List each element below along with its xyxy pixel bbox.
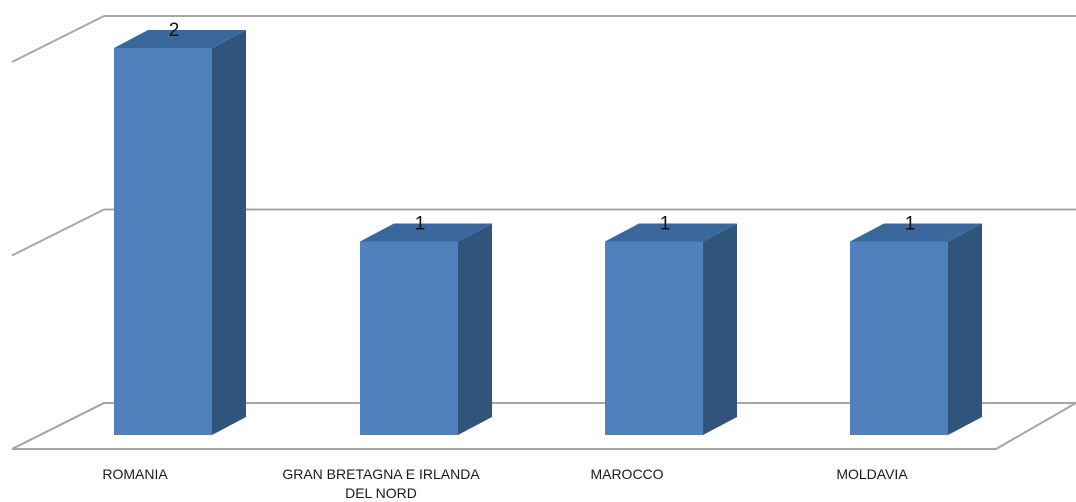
bar-front-1 (360, 241, 458, 435)
data-label-3: 1 (905, 214, 916, 235)
data-label-0: 2 (169, 20, 180, 41)
grid-layer (11, 15, 1076, 450)
data-label-2: 1 (660, 214, 671, 235)
bar-front-3 (850, 241, 948, 435)
gridline-side-1 (11, 208, 105, 257)
bar-top-3 (850, 223, 982, 242)
category-label-0: ROMANIA (102, 466, 168, 482)
bar-side-0 (212, 30, 246, 435)
bar-side-1 (458, 223, 492, 435)
floor-back-edge (11, 402, 1076, 450)
bar-top-0 (114, 30, 246, 48)
bar-layer (114, 30, 982, 435)
label-layer: 2 ROMANIA 1 GRAN BRETAGNA E IRLANDA DEL NORD… (102, 20, 915, 501)
bar-0 (114, 30, 246, 435)
bar-3 (850, 223, 982, 435)
bar-1 (360, 223, 492, 435)
bar-front-2 (605, 241, 703, 435)
bar-top-1 (360, 223, 492, 242)
category-label-1: GRAN BRETAGNA E IRLANDA DEL NORD (282, 466, 480, 501)
gridline-side-2 (11, 15, 105, 63)
data-label-1: 1 (415, 214, 426, 235)
category-label-2: MAROCCO (590, 466, 663, 482)
bar-front-0 (114, 48, 212, 435)
bar-2 (605, 223, 737, 435)
floor-front-edge (12, 402, 1076, 450)
category-label-3: MOLDAVIA (836, 466, 908, 482)
bar-side-3 (948, 223, 982, 435)
bar-side-2 (703, 223, 737, 435)
bar-top-2 (605, 223, 737, 242)
